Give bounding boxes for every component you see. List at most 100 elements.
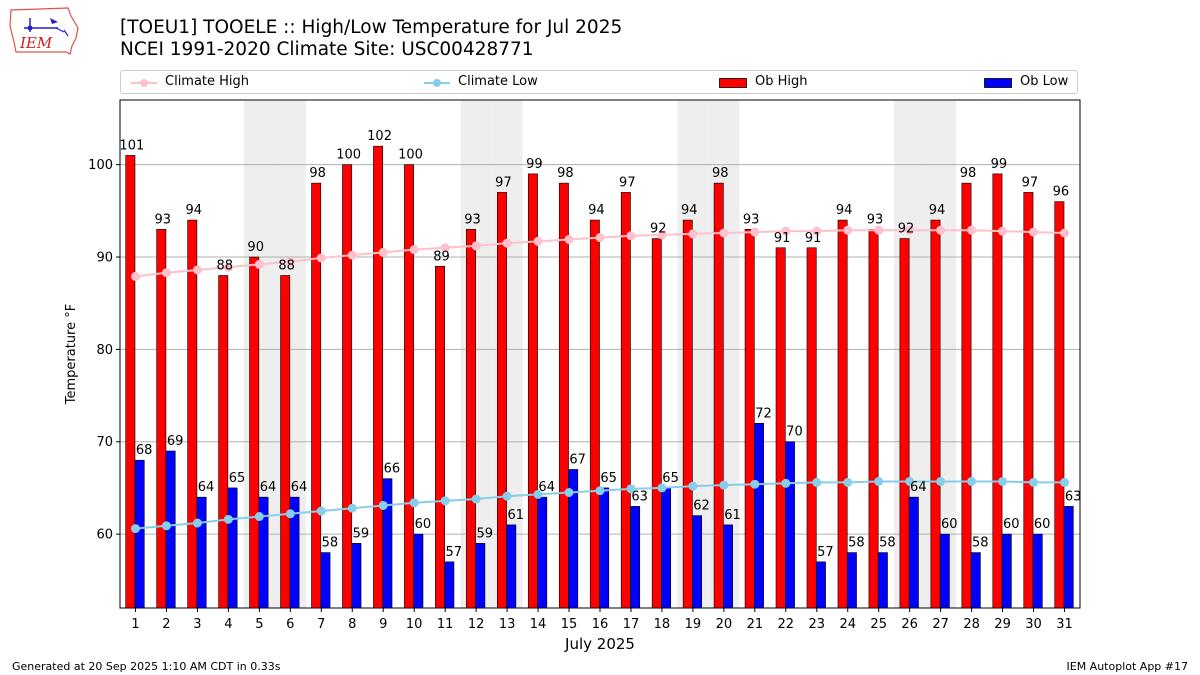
x-tick-label-1: 1 — [131, 617, 139, 632]
x-tick-label-21: 21 — [747, 617, 764, 632]
label-ob-high-14: 99 — [526, 157, 543, 172]
x-tick-label-4: 4 — [224, 617, 232, 632]
bar-ob-low-28 — [970, 552, 981, 609]
label-ob-high-18: 92 — [650, 222, 667, 237]
label-ob-low-21: 72 — [755, 406, 772, 421]
bar-ob-high-1 — [125, 155, 136, 609]
bar-ob-low-20 — [723, 524, 733, 609]
label-ob-low-27: 60 — [941, 517, 958, 532]
climate-low-point-23 — [812, 477, 822, 487]
bar-ob-high-24 — [837, 219, 848, 609]
x-tick-label-28: 28 — [963, 617, 980, 632]
x-tick-label-8: 8 — [348, 617, 356, 632]
climate-high-point-27 — [936, 225, 946, 235]
climate-low-point-29 — [998, 476, 1008, 486]
climate-low-point-8 — [347, 503, 357, 513]
label-ob-low-14: 64 — [538, 480, 555, 495]
climate-high-point-16 — [595, 233, 605, 243]
label-ob-low-23: 57 — [817, 545, 834, 560]
bar-ob-low-18 — [661, 487, 672, 609]
label-ob-low-3: 64 — [198, 480, 215, 495]
legend-ob-high-symbol — [719, 77, 747, 88]
climate-high-point-21 — [750, 227, 760, 237]
weekend-shade-day-12 — [460, 100, 492, 608]
bar-ob-low-25 — [877, 552, 888, 609]
y-tick-label-90: 90 — [96, 251, 113, 266]
label-ob-high-19: 94 — [681, 203, 698, 218]
x-tick-label-30: 30 — [1025, 617, 1042, 632]
bar-ob-low-8 — [351, 543, 362, 609]
label-ob-high-7: 98 — [309, 166, 326, 181]
climate-high-point-17 — [626, 231, 636, 241]
climate-high-point-30 — [1029, 227, 1039, 237]
bar-ob-high-18 — [651, 238, 662, 609]
label-ob-low-28: 58 — [972, 536, 989, 551]
climate-high-point-6 — [285, 257, 295, 267]
climate-low-point-2 — [161, 521, 171, 531]
label-ob-low-8: 59 — [353, 526, 370, 541]
climate-low-point-22 — [781, 478, 791, 488]
legend-climate-low-label: Climate Low — [458, 74, 538, 89]
x-tick-label-11: 11 — [437, 617, 454, 632]
bar-ob-high-23 — [806, 247, 817, 609]
x-tick-label-10: 10 — [406, 617, 423, 632]
bar-ob-low-31 — [1063, 506, 1074, 609]
label-ob-high-3: 94 — [186, 203, 203, 218]
bar-ob-high-25 — [868, 229, 879, 609]
label-ob-high-27: 94 — [929, 203, 946, 218]
label-ob-high-2: 93 — [155, 212, 172, 227]
bar-ob-high-2 — [156, 229, 167, 609]
climate-low-point-10 — [409, 498, 419, 508]
climate-high-point-13 — [502, 238, 512, 248]
climate-low-point-9 — [378, 500, 388, 510]
y-tick-label-80: 80 — [96, 343, 113, 358]
label-ob-low-11: 57 — [446, 545, 463, 560]
bar-ob-high-28 — [961, 182, 972, 609]
bar-ob-high-16 — [589, 219, 600, 609]
climate-low-point-20 — [719, 480, 729, 490]
climate-high-point-31 — [1060, 228, 1070, 238]
x-tick-label-16: 16 — [592, 617, 609, 632]
bar-ob-high-13 — [497, 192, 507, 609]
footer-app: IEM Autoplot App #17 — [1066, 660, 1189, 673]
climate-low-point-21 — [750, 479, 760, 489]
label-ob-high-26: 92 — [898, 222, 915, 237]
bar-ob-low-26 — [908, 496, 919, 609]
label-ob-high-17: 97 — [619, 175, 636, 190]
iem-logo: IEM — [8, 6, 82, 62]
climate-high-point-12 — [471, 241, 481, 251]
weekend-shade-day-27 — [925, 100, 957, 608]
label-ob-low-30: 60 — [1034, 517, 1051, 532]
label-ob-low-24: 58 — [848, 536, 865, 551]
climate-low-point-28 — [967, 476, 977, 486]
climate-high-point-4 — [223, 262, 233, 272]
climate-low-point-30 — [1029, 477, 1039, 487]
bar-ob-high-15 — [558, 182, 569, 609]
bar-ob-high-8 — [342, 164, 353, 609]
label-ob-high-10: 100 — [398, 148, 423, 163]
label-ob-high-24: 94 — [836, 203, 853, 218]
iem-logo-graphic: IEM — [9, 7, 79, 55]
climate-high-point-2 — [161, 268, 171, 278]
title-line-2: NCEI 1991-2020 Climate Site: USC00428771 — [120, 39, 534, 60]
climate-low-point-19 — [688, 481, 698, 491]
label-ob-high-4: 88 — [216, 258, 233, 273]
x-tick-label-5: 5 — [255, 617, 263, 632]
weekend-shade-day-13 — [491, 100, 523, 608]
label-ob-high-16: 94 — [588, 203, 605, 218]
climate-high-point-3 — [192, 265, 202, 275]
climate-high-point-1 — [130, 271, 140, 281]
label-ob-high-22: 91 — [774, 231, 791, 246]
x-tick-label-19: 19 — [685, 617, 702, 632]
climate-low-point-25 — [874, 476, 884, 486]
x-tick-label-31: 31 — [1056, 617, 1073, 632]
bar-ob-high-22 — [775, 247, 786, 609]
label-ob-low-10: 60 — [415, 517, 432, 532]
label-ob-low-18: 65 — [662, 471, 679, 486]
bar-ob-high-7 — [311, 182, 322, 609]
climate-low-point-17 — [626, 484, 636, 494]
label-ob-low-9: 66 — [384, 462, 401, 477]
x-tick-label-14: 14 — [530, 617, 547, 632]
label-ob-high-25: 93 — [867, 212, 884, 227]
bar-ob-low-4 — [227, 487, 238, 609]
